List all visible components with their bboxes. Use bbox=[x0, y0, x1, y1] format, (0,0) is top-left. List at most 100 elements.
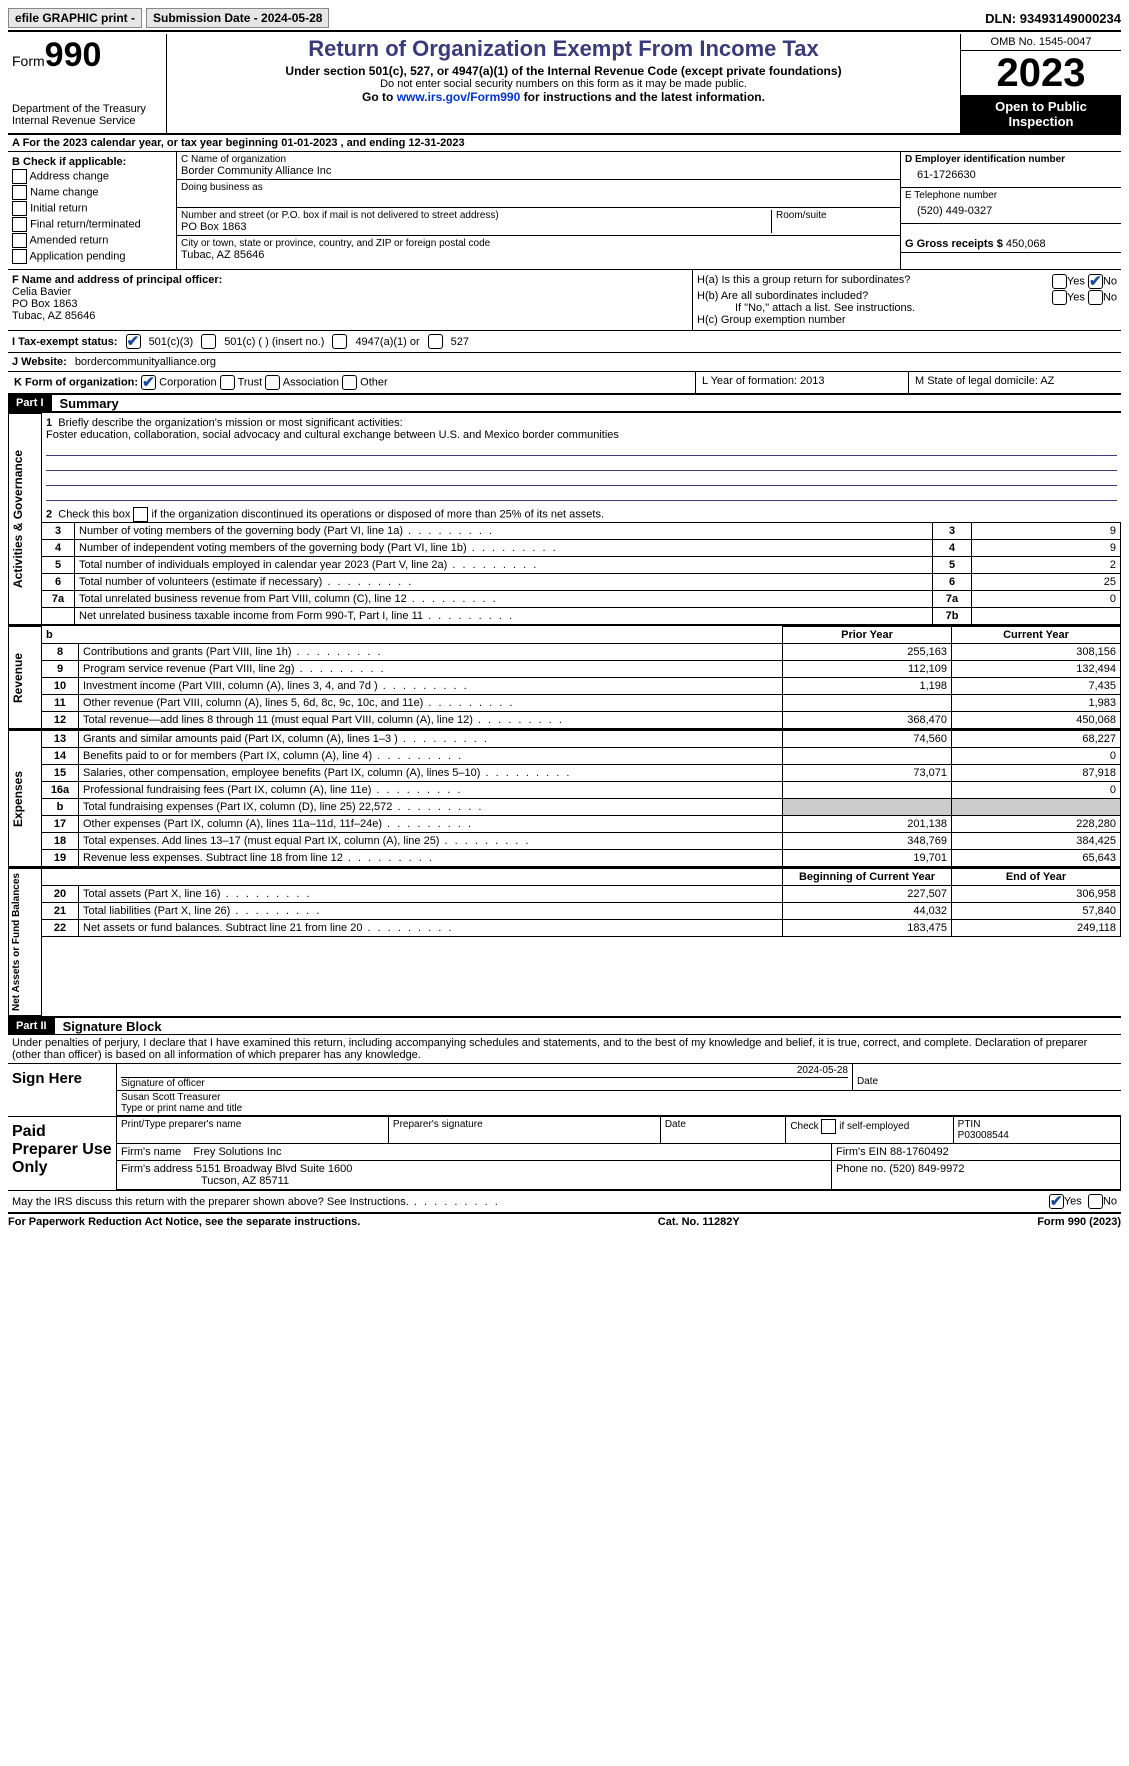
table-row: 18Total expenses. Add lines 13–17 (must … bbox=[42, 833, 1121, 850]
gross-label: G Gross receipts $ bbox=[905, 238, 1003, 250]
no-label: No bbox=[1103, 1195, 1117, 1207]
opt-other: Other bbox=[360, 376, 388, 388]
chk-self-employed[interactable] bbox=[821, 1119, 836, 1134]
chk-other[interactable] bbox=[342, 375, 357, 390]
chk-corporation[interactable] bbox=[141, 375, 156, 390]
hdr-eoy: End of Year bbox=[952, 869, 1121, 886]
chk-trust[interactable] bbox=[220, 375, 235, 390]
opt-label: Application pending bbox=[29, 250, 125, 262]
footer-right: Form 990 (2023) bbox=[1037, 1216, 1121, 1228]
year-formation: L Year of formation: 2013 bbox=[696, 372, 909, 393]
table-row: 4Number of independent voting members of… bbox=[42, 540, 1121, 557]
top-bar: efile GRAPHIC print - Submission Date - … bbox=[8, 8, 1121, 32]
part-1-header: Part I Summary bbox=[8, 393, 1121, 412]
goto-post: for instructions and the latest informat… bbox=[520, 90, 765, 104]
hdr-curr: Current Year bbox=[952, 627, 1121, 644]
form-org-label: K Form of organization: bbox=[14, 376, 138, 388]
hdr-boy: Beginning of Current Year bbox=[783, 869, 952, 886]
chk-527[interactable] bbox=[428, 334, 443, 349]
firm-addr2: Tucson, AZ 85711 bbox=[121, 1175, 289, 1187]
no-label: No bbox=[1103, 275, 1117, 287]
hdr-prior: Prior Year bbox=[783, 627, 952, 644]
dln-label: DLN: bbox=[985, 11, 1016, 26]
box-c: C Name of organization Border Community … bbox=[177, 152, 901, 269]
opt-assoc: Association bbox=[283, 376, 339, 388]
entity-block: B Check if applicable: Address change Na… bbox=[8, 152, 1121, 269]
discuss-yes[interactable] bbox=[1049, 1194, 1064, 1209]
dept-treasury: Department of the Treasury Internal Reve… bbox=[12, 103, 162, 127]
table-row: 10Investment income (Part VIII, column (… bbox=[42, 678, 1121, 695]
row-a-tax-year: A For the 2023 calendar year, or tax yea… bbox=[8, 135, 1121, 152]
chk-501c[interactable] bbox=[201, 334, 216, 349]
side-exp: Expenses bbox=[8, 730, 42, 867]
opt-label: Amended return bbox=[29, 234, 108, 246]
firm-name-label: Firm's name bbox=[121, 1146, 181, 1158]
ein-label: D Employer identification number bbox=[905, 154, 1117, 165]
table-row: 19Revenue less expenses. Subtract line 1… bbox=[42, 850, 1121, 867]
officer-city: Tubac, AZ 85646 bbox=[12, 310, 688, 322]
chk-name-change[interactable]: Name change bbox=[12, 185, 172, 200]
chk-address-change[interactable]: Address change bbox=[12, 169, 172, 184]
sig-officer-label: Signature of officer bbox=[121, 1078, 205, 1089]
footer-form-num: 990 bbox=[1068, 1216, 1086, 1228]
hb-no[interactable] bbox=[1088, 290, 1103, 305]
form-subtitle-1: Under section 501(c), 527, or 4947(a)(1)… bbox=[173, 64, 954, 78]
mission-text: Foster education, collaboration, social … bbox=[46, 429, 619, 441]
form-number: 990 bbox=[45, 36, 102, 74]
section-expenses: Expenses 13Grants and similar amounts pa… bbox=[8, 729, 1121, 867]
footer-cat: Cat. No. 11282Y bbox=[658, 1216, 740, 1228]
table-row: 12Total revenue—add lines 8 through 11 (… bbox=[42, 712, 1121, 729]
efile-print-button[interactable]: efile GRAPHIC print - bbox=[8, 8, 142, 28]
table-row: 17Other expenses (Part IX, column (A), l… bbox=[42, 816, 1121, 833]
row-f-h: F Name and address of principal officer:… bbox=[8, 269, 1121, 330]
part-2-header: Part II Signature Block bbox=[8, 1016, 1121, 1035]
part-1-title: Summary bbox=[60, 396, 119, 411]
chk-initial-return[interactable]: Initial return bbox=[12, 201, 172, 216]
row-a-pre: A For the 2023 calendar year, or tax yea… bbox=[12, 137, 281, 149]
chk-association[interactable] bbox=[265, 375, 280, 390]
sign-here-label: Sign Here bbox=[8, 1064, 117, 1116]
dln-value: 93493149000234 bbox=[1020, 11, 1121, 26]
row-klm: K Form of organization: Corporation Trus… bbox=[8, 371, 1121, 393]
omb-number: OMB No. 1545-0047 bbox=[961, 34, 1121, 51]
tax-year: 2023 bbox=[961, 51, 1121, 95]
dln: DLN: 93493149000234 bbox=[985, 11, 1121, 26]
ha-yes[interactable] bbox=[1052, 274, 1067, 289]
irs-link[interactable]: www.irs.gov/Form990 bbox=[397, 90, 521, 104]
city: Tubac, AZ 85646 bbox=[181, 249, 896, 261]
ptin-label: PTIN bbox=[958, 1119, 981, 1130]
discuss-no[interactable] bbox=[1088, 1194, 1103, 1209]
tel-label: E Telephone number bbox=[905, 190, 1117, 201]
officer-street: PO Box 1863 bbox=[12, 298, 688, 310]
chk-4947[interactable] bbox=[332, 334, 347, 349]
box-b: B Check if applicable: Address change Na… bbox=[8, 152, 177, 269]
street: PO Box 1863 bbox=[181, 221, 771, 233]
table-row: 21Total liabilities (Part X, line 26)44,… bbox=[42, 903, 1121, 920]
table-row: 14Benefits paid to or for members (Part … bbox=[42, 748, 1121, 765]
firm-name: Frey Solutions Inc bbox=[193, 1146, 281, 1158]
part-2-title: Signature Block bbox=[63, 1019, 162, 1034]
form-prefix: Form bbox=[12, 53, 45, 69]
box-f: F Name and address of principal officer:… bbox=[8, 270, 693, 330]
form-id-block: Form990 Department of the Treasury Inter… bbox=[8, 34, 167, 133]
chk-final-return[interactable]: Final return/terminated bbox=[12, 217, 172, 232]
table-row: 3Number of voting members of the governi… bbox=[42, 523, 1121, 540]
chk-discontinued[interactable] bbox=[133, 507, 148, 522]
room-label: Room/suite bbox=[776, 210, 896, 221]
opt-527: 527 bbox=[451, 336, 469, 348]
prep-date-h: Date bbox=[661, 1117, 787, 1144]
ha-no[interactable] bbox=[1088, 274, 1103, 289]
chk-amended-return[interactable]: Amended return bbox=[12, 233, 172, 248]
prep-sig-h: Preparer's signature bbox=[389, 1117, 661, 1144]
part-1-bar: Part I bbox=[8, 395, 52, 411]
hb-yes[interactable] bbox=[1052, 290, 1067, 305]
sign-here-row: Sign Here 2024-05-28 Signature of office… bbox=[8, 1063, 1121, 1116]
table-row: 8Contributions and grants (Part VIII, li… bbox=[42, 644, 1121, 661]
opt-label: Final return/terminated bbox=[30, 218, 141, 230]
dba-label: Doing business as bbox=[181, 182, 896, 193]
discuss-row: May the IRS discuss this return with the… bbox=[8, 1190, 1121, 1212]
table-net-assets: Beginning of Current Year End of Year 20… bbox=[42, 868, 1121, 937]
chk-application-pending[interactable]: Application pending bbox=[12, 249, 172, 264]
chk-501c3[interactable] bbox=[126, 334, 141, 349]
city-label: City or town, state or province, country… bbox=[181, 238, 896, 249]
